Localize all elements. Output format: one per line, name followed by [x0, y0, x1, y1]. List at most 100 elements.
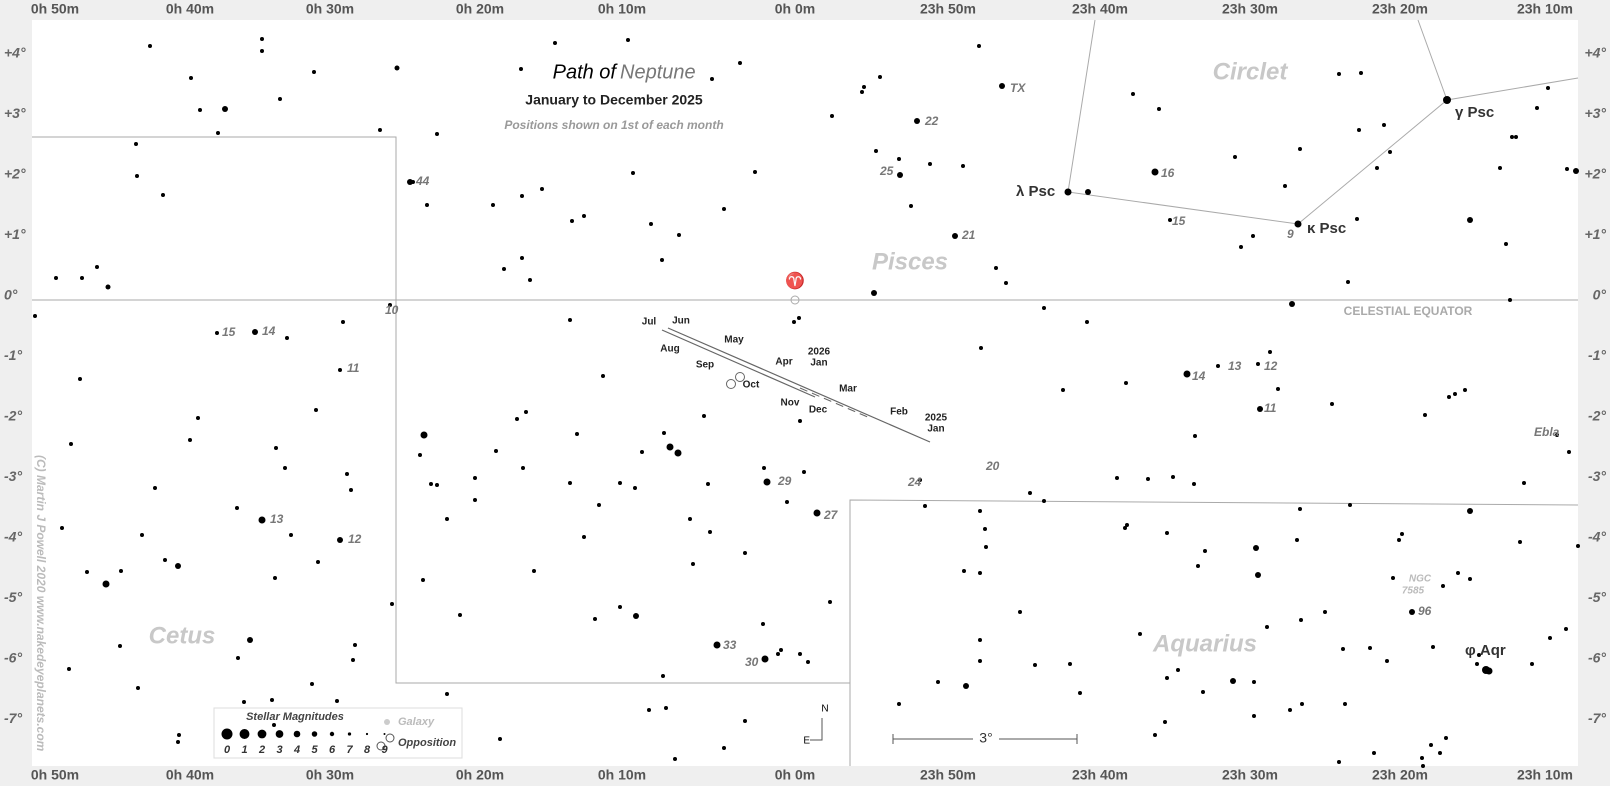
legend-magnitude: 9	[381, 744, 388, 756]
star	[1300, 702, 1304, 706]
star	[631, 171, 635, 175]
scale-gap	[973, 730, 999, 748]
star	[593, 617, 597, 621]
star	[289, 533, 293, 537]
ra-label-top: 23h 20m	[1372, 1, 1428, 17]
dec-label-right: +3°	[1584, 105, 1606, 121]
ra-label-bottom: 23h 10m	[1517, 767, 1573, 783]
legend-title: Stellar Magnitudes	[246, 711, 344, 723]
star	[1157, 107, 1161, 111]
star	[242, 700, 246, 704]
star-label: 15	[222, 325, 236, 339]
star	[1535, 106, 1539, 110]
star	[914, 118, 920, 124]
star	[435, 132, 439, 136]
star	[1555, 433, 1559, 437]
ra-label-top: 0h 30m	[306, 1, 354, 17]
star	[706, 482, 710, 486]
star	[498, 737, 502, 741]
star	[33, 314, 37, 318]
dec-label-left: -5°	[4, 589, 22, 605]
star	[283, 466, 287, 470]
star	[962, 569, 966, 573]
star	[1510, 135, 1514, 139]
year-label: 2025	[925, 413, 948, 424]
star	[897, 172, 903, 178]
star	[310, 682, 314, 686]
legend-magnitude: 3	[276, 744, 282, 756]
ra-label-top: 0h 50m	[31, 1, 79, 17]
star-label: 22	[924, 114, 939, 128]
star	[1125, 523, 1129, 527]
opposition-symbol	[385, 733, 395, 743]
star	[1372, 751, 1376, 755]
star	[601, 374, 605, 378]
star-label: 14	[262, 324, 276, 338]
star	[236, 656, 240, 660]
star	[1298, 147, 1302, 151]
star	[1288, 708, 1292, 712]
star	[1163, 720, 1167, 724]
star	[798, 419, 802, 423]
star	[1409, 609, 1415, 615]
star	[351, 658, 355, 662]
dec-label-left: 0°	[4, 287, 18, 303]
legend-magnitude: 1	[241, 744, 247, 756]
star	[806, 660, 810, 664]
legend-star	[293, 730, 301, 738]
ra-label-bottom: 23h 40m	[1072, 767, 1128, 783]
star	[928, 162, 932, 166]
star	[161, 193, 165, 197]
star	[1388, 150, 1392, 154]
constellation-name: Pisces	[872, 248, 948, 275]
year-month-label: Jan	[927, 424, 944, 435]
star-label: 15	[1172, 214, 1186, 228]
star	[1382, 123, 1386, 127]
star	[633, 486, 637, 490]
star	[1385, 659, 1389, 663]
legend-star	[329, 731, 335, 737]
star-label: 21	[961, 228, 976, 242]
star	[1176, 668, 1180, 672]
star-label: 20	[985, 459, 1000, 473]
star	[1567, 450, 1571, 454]
month-label: Oct	[743, 380, 760, 391]
star	[897, 702, 901, 706]
star	[136, 686, 140, 690]
star	[1124, 381, 1128, 385]
star	[349, 488, 353, 492]
star	[977, 44, 981, 48]
star	[1355, 217, 1359, 221]
ra-label-bottom: 0h 20m	[456, 767, 504, 783]
star	[1201, 690, 1205, 694]
star	[1265, 625, 1269, 629]
star	[688, 517, 692, 521]
dec-label-left: +2°	[4, 166, 26, 182]
legend-star	[275, 730, 284, 738]
ra-label-bottom: 23h 20m	[1372, 767, 1428, 783]
star	[1256, 362, 1260, 366]
star	[69, 442, 73, 446]
star	[520, 256, 524, 260]
star	[743, 551, 747, 555]
star-label: 33	[723, 638, 737, 652]
star-label: 11	[1264, 401, 1277, 415]
star	[664, 706, 668, 710]
star	[528, 278, 532, 282]
star	[1337, 72, 1341, 76]
star	[582, 214, 586, 218]
star	[532, 569, 536, 573]
star-label: 96	[1418, 604, 1432, 618]
legend-star	[257, 729, 267, 739]
compass-east: E	[803, 736, 810, 747]
star	[722, 207, 726, 211]
ra-label-bottom: 0h 30m	[306, 767, 354, 783]
star	[776, 652, 780, 656]
star	[1431, 645, 1435, 649]
dec-label-right: -6°	[1588, 650, 1606, 666]
star	[521, 466, 525, 470]
subtitle: January to December 2025	[525, 92, 703, 108]
star	[163, 558, 167, 562]
star-label: 14	[1192, 369, 1206, 383]
month-label: Sep	[696, 360, 714, 371]
